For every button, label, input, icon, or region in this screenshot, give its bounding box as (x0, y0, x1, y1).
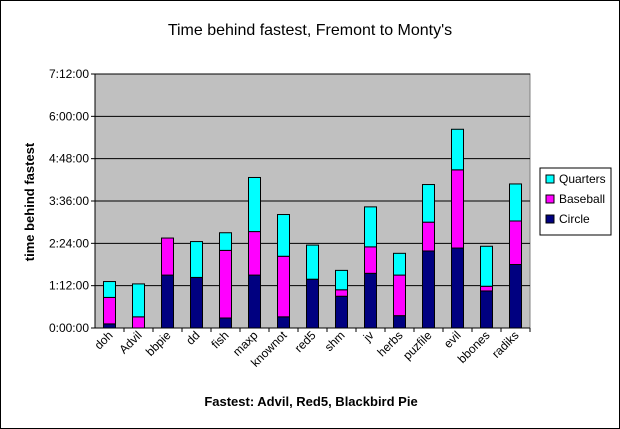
bar-segment (219, 232, 232, 251)
bar-segment (480, 290, 493, 329)
bar-segment (161, 237, 174, 276)
y-tick-label: 6:00:00 (49, 109, 89, 123)
chart-title: Time behind fastest, Fremont to Monty's (168, 22, 452, 39)
bars-group (103, 128, 522, 329)
x-tick-label: evil (441, 328, 464, 351)
x-tick-label: red5 (292, 328, 319, 355)
bar-segment (422, 184, 435, 223)
bar-segment (219, 317, 232, 329)
y-axis-ticks: 0:00:00 1:12:00 2:24:00 3:36:00 4:48:00 6:00:… (49, 67, 89, 335)
legend-swatch (545, 194, 555, 204)
bar-segment (335, 289, 348, 297)
x-tick-label: jv (360, 328, 377, 345)
x-tick-label: bbpie (143, 328, 174, 359)
bar-segment (509, 220, 522, 265)
bar-segment (277, 255, 290, 318)
legend-label: Baseball (559, 192, 605, 206)
bar-segment (480, 245, 493, 287)
legend-label: Quarters (559, 172, 606, 186)
bar-segment (393, 274, 406, 317)
x-tick-label: radiks (489, 328, 522, 361)
x-tick-label: shm (322, 328, 348, 354)
y-axis-title: time behind fastest (22, 142, 37, 261)
bar-segment (364, 272, 377, 329)
bar-segment (451, 247, 464, 329)
bar-segment (190, 241, 203, 278)
x-tick-label: bbones (455, 328, 493, 366)
bar-segment (277, 316, 290, 329)
bar-segment (248, 176, 261, 233)
legend-swatch (545, 174, 555, 184)
bar-segment (277, 214, 290, 257)
bar-segment (219, 249, 232, 319)
bar-segment (451, 169, 464, 249)
bar-segment (248, 231, 261, 276)
bar-segment (306, 244, 319, 280)
y-tick-label: 0:00:00 (49, 321, 89, 335)
bar-segment (451, 128, 464, 171)
x-tick-label: puzfile (400, 328, 435, 363)
bar-segment (422, 250, 435, 329)
bar-segment (480, 285, 493, 292)
bar-segment (509, 183, 522, 222)
y-tick-label: 4:48:00 (49, 152, 89, 166)
bar-segment (335, 295, 348, 329)
bar-segment (103, 296, 116, 325)
y-tick-label: 3:36:00 (49, 194, 89, 208)
bar-segment (132, 283, 145, 318)
bar-segment (335, 269, 348, 291)
bar-segment (248, 274, 261, 329)
x-tick-label: dd (183, 328, 202, 347)
x-tick-label: fish (209, 328, 232, 351)
bar-segment (509, 264, 522, 329)
bar-segment (306, 278, 319, 329)
bar-segment (161, 274, 174, 329)
bar-segment (422, 221, 435, 252)
bar-segment (103, 281, 116, 298)
bar-segment (132, 316, 145, 329)
legend-label: Circle (559, 212, 590, 226)
y-tick-label: 2:24:00 (49, 236, 89, 250)
y-tick-label: 7:12:00 (49, 67, 89, 81)
bar-segment (393, 252, 406, 276)
x-tick-label: doh (92, 328, 116, 352)
legend: Quarters Baseball Circle (539, 167, 612, 236)
y-tick-label: 1:12:00 (49, 279, 89, 293)
bar-segment (103, 323, 116, 329)
bar-segment (190, 276, 203, 329)
bar-segment (364, 246, 377, 274)
bar-segment (393, 315, 406, 329)
x-tick-label: Advil (116, 328, 144, 356)
x-axis-title: Fastest: Advil, Red5, Blackbird Pie (204, 394, 417, 409)
legend-swatch (545, 214, 555, 224)
bar-segment (364, 206, 377, 248)
